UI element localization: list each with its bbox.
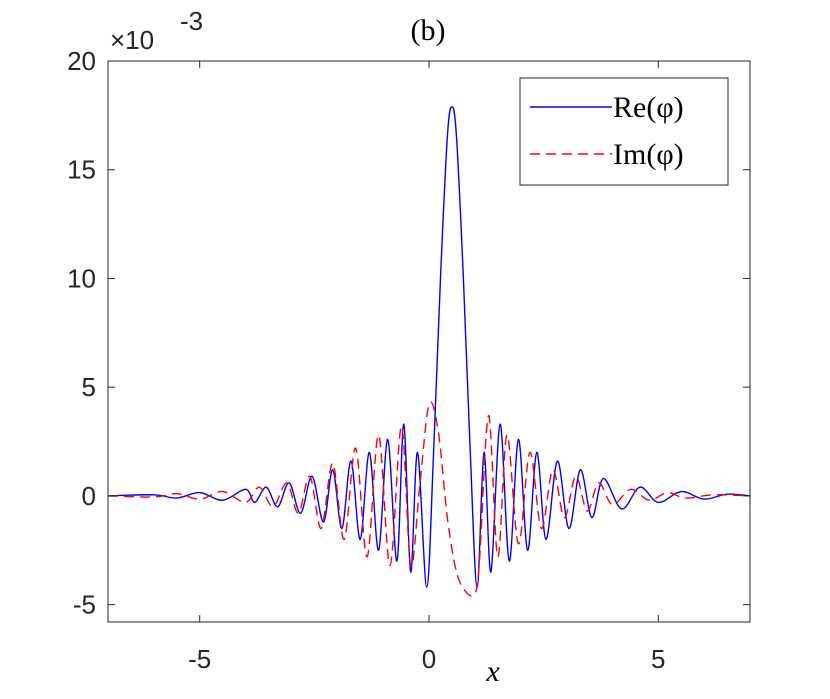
series-line-0 (108, 105, 750, 588)
legend: Re(φ) Im(φ) (519, 77, 729, 186)
y-tick-label: -5 (73, 590, 96, 620)
y-tick-label: 10 (67, 263, 96, 293)
legend-label-re: Re(φ) (613, 91, 684, 124)
x-tick-label: 0 (422, 644, 436, 674)
legend-box (519, 77, 729, 186)
y-tick-label: 5 (82, 372, 96, 402)
y-tick-label: 20 (67, 46, 96, 76)
exponent-power: -3 (180, 6, 203, 36)
series-line-1 (108, 401, 750, 597)
y-tick-label: 0 (82, 481, 96, 511)
x-tick-label: 5 (651, 644, 665, 674)
legend-label-im: Im(φ) (613, 138, 684, 171)
x-axis-label: x (485, 655, 500, 688)
axes-layer: -5 0 5 10 15 20 -5 0 5 (67, 46, 751, 674)
y-tick-label: 15 (67, 155, 96, 185)
exponent-label: ×10 (110, 25, 154, 55)
series-layer (108, 105, 750, 597)
chart-title: (b) (411, 14, 446, 47)
x-tick-label: -5 (188, 644, 211, 674)
